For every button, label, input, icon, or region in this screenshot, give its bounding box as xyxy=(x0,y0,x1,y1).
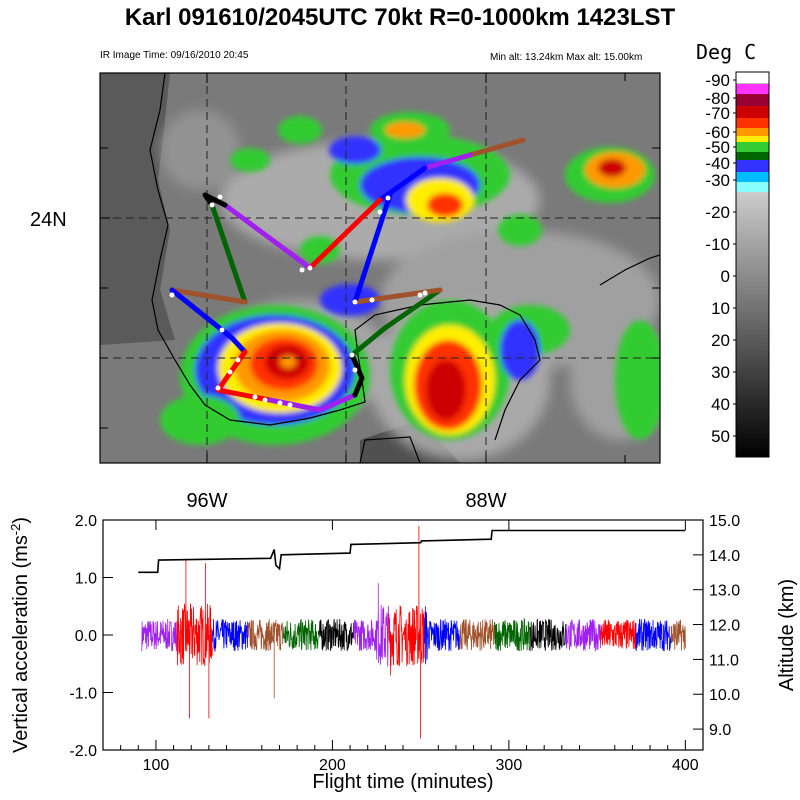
x-tick-label: 100 xyxy=(143,757,170,774)
colorbar-tick-label: -10 xyxy=(705,235,730,254)
acceleration-segment xyxy=(565,619,601,652)
acceleration-series xyxy=(141,525,686,739)
colorbar-tick-label: 0 xyxy=(721,267,730,286)
colorbar-tick-label: 30 xyxy=(711,363,730,382)
y2-tick-label: 9.0 xyxy=(709,722,731,739)
track-markers xyxy=(169,194,428,408)
acceleration-segment xyxy=(600,619,637,650)
track-segment xyxy=(209,202,248,305)
colorbar-title: Deg C xyxy=(696,40,757,64)
colorbar-tick-label: -20 xyxy=(705,203,730,222)
acceleration-segment xyxy=(388,525,425,739)
acceleration-segment xyxy=(353,583,390,667)
acceleration-segment xyxy=(176,560,213,719)
y-tick-label: 2.0 xyxy=(75,513,97,530)
acceleration-segment xyxy=(670,619,686,651)
y2-tick-label: 10.0 xyxy=(709,687,740,704)
y-tick-label: 0.0 xyxy=(75,628,97,645)
acceleration-segment xyxy=(494,618,531,652)
y2-axis-label: Altitude (km) xyxy=(776,579,798,691)
colorbar-tick-label: 10 xyxy=(711,299,730,318)
y2-tick-label: 14.0 xyxy=(709,548,740,565)
colorbar: -90-80-70-60-50-40-30 -20 -10 0 10 20 30 40 50 xyxy=(705,71,770,458)
colorbar-tick-label: 40 xyxy=(711,395,730,414)
acceleration-segment xyxy=(459,619,496,652)
flight-track xyxy=(169,137,526,413)
x-tick-label: 300 xyxy=(496,757,523,774)
acceleration-segment xyxy=(282,619,319,651)
ir-image-time: IR Image Time: 09/16/2010 20:45 xyxy=(100,50,249,61)
track-segment xyxy=(467,137,526,158)
x-tick-label: 400 xyxy=(672,757,699,774)
colorbar-tick-label: -30 xyxy=(705,171,730,190)
track-segment xyxy=(352,192,393,305)
acceleration-segment xyxy=(529,618,566,652)
x-axis-label: Flight time (minutes) xyxy=(312,771,493,793)
x-tick-label: 200 xyxy=(319,757,346,774)
altitude-line xyxy=(138,529,686,574)
track-segment xyxy=(169,287,248,305)
acceleration-segment xyxy=(423,606,460,665)
satellite-map xyxy=(100,73,660,463)
acceleration-segment xyxy=(317,618,354,652)
acceleration-segment xyxy=(635,618,672,652)
y-tick-label: -1.0 xyxy=(69,686,97,703)
colorbar-tick-label: -50 xyxy=(705,138,730,157)
chart-title: Karl 091610/2045UTC 70kt R=0-1000km 1423… xyxy=(124,4,676,31)
track-segment xyxy=(267,392,358,413)
y-tick-label: -2.0 xyxy=(69,743,97,760)
track-segment xyxy=(349,352,365,398)
y2-tick-label: 11.0 xyxy=(709,652,739,669)
lon-label-88w: 88W xyxy=(465,490,506,512)
track-segment xyxy=(169,287,248,355)
track-segment xyxy=(422,152,473,171)
lat-label-24n: 24N xyxy=(30,209,67,231)
colorbar-tick-label: -60 xyxy=(705,123,730,142)
acceleration-plot: 100 200 300 400 2.0 1.0 0.0 -1.0 -2.0 15.0 14.0 13.… xyxy=(8,513,799,793)
acceleration-segment xyxy=(247,619,284,699)
lon-label-96w: 96W xyxy=(186,490,227,512)
y-tick-label: 1.0 xyxy=(75,571,97,588)
colorbar-tick-label: -40 xyxy=(705,154,730,173)
y2-tick-label: 12.0 xyxy=(709,618,740,635)
y2-tick-label: 13.0 xyxy=(709,583,740,600)
track-segment xyxy=(202,192,228,208)
colorbar-tick-label: -80 xyxy=(705,89,730,108)
track-segment xyxy=(222,202,313,271)
y2-tick-label: 15.0 xyxy=(709,513,740,530)
colorbar-tick-label: -70 xyxy=(705,104,730,123)
altitude-range: Min alt: 13.24km Max alt: 15.00km xyxy=(490,52,643,63)
acceleration-segment xyxy=(212,619,249,652)
track-segment xyxy=(349,287,443,358)
colorbar-tick-label: 20 xyxy=(711,331,730,350)
colorbar-tick-label: 50 xyxy=(711,427,730,446)
colorbar-tick-label: -90 xyxy=(705,71,730,90)
track-segment xyxy=(307,197,383,271)
y-axis-label: Vertical acceleration (ms-2) xyxy=(8,517,33,753)
acceleration-segment xyxy=(141,618,178,652)
